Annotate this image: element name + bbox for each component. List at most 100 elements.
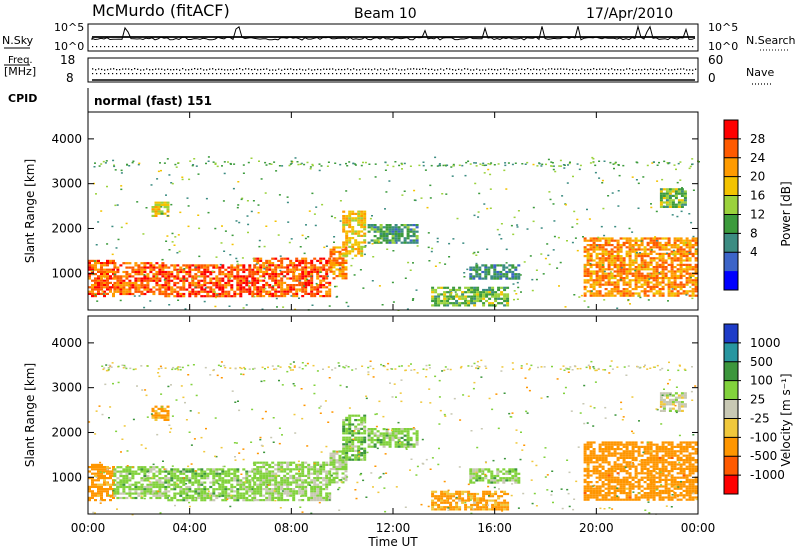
- power-colorbar-tick-label: 4: [750, 245, 758, 259]
- velocity-region-8: [469, 468, 521, 484]
- velocity-x-tick-label: 04:00: [172, 521, 207, 535]
- power-colorbar-label: Power [dB]: [779, 181, 793, 246]
- power-y-axis: 1000 2000 3000 4000: [51, 132, 698, 280]
- velocity-panel: 1000 2000 3000 4000 00:00 04:00 08:00 12:00 16:…: [23, 315, 793, 549]
- power-colorbar-tick-label: 24: [750, 151, 765, 165]
- velocity-colorbar-tick-label: -500: [750, 449, 777, 463]
- station-title: McMurdo (fitACF): [92, 1, 230, 20]
- velocity-x-tick-label: 00:00: [681, 521, 716, 535]
- velocity-region-11: [659, 392, 687, 412]
- velocity-colorbar-swatch: [724, 399, 738, 419]
- power-colorbar-swatch: [724, 252, 738, 272]
- velocity-colorbar-tick-label: 1000: [750, 336, 781, 350]
- velocity-region-7: [431, 490, 510, 511]
- power-region-10: [151, 201, 170, 217]
- cpid-value: normal (fast) 151: [94, 94, 212, 108]
- velocity-colorbar-tick-label: 100: [750, 374, 773, 388]
- power-region-6: [367, 224, 419, 244]
- velocity-region-3: [253, 461, 332, 502]
- velocity-colorbar: 1000 500 100 25 -25 -100 -500 -1000: [723, 323, 785, 495]
- velocity-colorbar-swatch: [724, 475, 738, 495]
- noise-right-tick-top: 10^5: [708, 21, 738, 34]
- power-colorbar-tick-label: 16: [750, 189, 765, 203]
- velocity-colorbar-swatch: [724, 437, 738, 457]
- power-data: [88, 156, 700, 311]
- velocity-y-label: Slant Range [km]: [23, 363, 37, 467]
- power-panel: 1000 2000 3000 4000 Slant Range [km] 28 24 20…: [23, 111, 793, 311]
- noise-panel: N.Sky 10^5 10^0 10^5 10^0 N.Search: [2, 21, 796, 53]
- power-region-7: [431, 286, 510, 307]
- velocity-x-axis: 00:00 04:00 08:00 12:00 16:00 20:00 00:00: [71, 316, 716, 535]
- power-y-tick-label: 2000: [51, 221, 82, 235]
- noise-left-tick-bottom: 10^0: [54, 40, 84, 53]
- velocity-x-tick-label: 12:00: [376, 521, 411, 535]
- power-colorbar-tick-label: 20: [750, 170, 765, 184]
- power-colorbar-swatch: [724, 120, 738, 140]
- power-colorbar-swatch: [724, 176, 738, 197]
- date-title: 17/Apr/2010: [586, 6, 673, 22]
- nave-label: Nave: [746, 66, 774, 79]
- x-axis-label: Time UT: [367, 535, 418, 549]
- velocity-far-range-echoes: [101, 364, 693, 372]
- velocity-colorbar-tick-label: 25: [750, 393, 765, 407]
- power-region-3: [253, 257, 332, 298]
- power-colorbar-swatch: [724, 157, 738, 178]
- power-colorbar-swatch: [724, 195, 738, 215]
- velocity-region-1: [113, 466, 165, 500]
- power-scatter-echoes: [90, 156, 698, 311]
- velocity-region-5: [342, 414, 367, 461]
- power-colorbar-tick-label: 28: [750, 132, 765, 146]
- velocity-region-0: [88, 463, 115, 502]
- power-colorbar-swatch: [724, 233, 738, 253]
- freq-label-line1: Freq.: [8, 55, 33, 66]
- velocity-colorbar-tick-label: -1000: [750, 468, 785, 482]
- velocity-region-6: [367, 428, 419, 448]
- noise-right-tick-bottom: 10^0: [708, 40, 738, 53]
- velocity-scatter-echoes: [88, 359, 698, 516]
- velocity-colorbar-tick-label: 500: [750, 355, 773, 369]
- power-far-range-echoes: [94, 160, 700, 168]
- freq-tick-top: 18: [60, 53, 75, 67]
- velocity-colorbar-swatch: [724, 418, 738, 438]
- noise-right-label: N.Search: [746, 34, 796, 47]
- power-y-tick-label: 4000: [51, 132, 82, 146]
- velocity-region-9: [583, 441, 698, 501]
- power-region-4: [329, 246, 348, 280]
- frequency-trace: [92, 68, 697, 75]
- velocity-y-axis: 1000 2000 3000 4000: [51, 336, 698, 484]
- power-colorbar-swatch: [724, 271, 738, 291]
- power-region-9: [583, 237, 698, 297]
- power-region-1: [113, 262, 165, 296]
- cpid-label: CPID: [8, 92, 37, 105]
- nave-tick-bottom: 0: [708, 71, 716, 85]
- velocity-colorbar-swatch: [724, 380, 738, 401]
- velocity-colorbar-swatch: [724, 342, 738, 363]
- velocity-x-tick-label: 20:00: [579, 521, 614, 535]
- power-y-label: Slant Range [km]: [23, 159, 37, 263]
- velocity-colorbar-swatch: [724, 456, 738, 476]
- beam-title: Beam 10: [354, 6, 417, 22]
- velocity-colorbar-swatch: [724, 324, 738, 344]
- power-region-2: [164, 264, 255, 298]
- velocity-x-tick-label: 16:00: [477, 521, 512, 535]
- velocity-y-tick-label: 4000: [51, 336, 82, 350]
- velocity-y-tick-label: 2000: [51, 425, 82, 439]
- power-region-11: [659, 188, 687, 208]
- power-y-tick-label: 3000: [51, 177, 82, 191]
- nave-tick-top: 60: [708, 53, 723, 67]
- velocity-y-tick-label: 3000: [51, 381, 82, 395]
- velocity-colorbar-swatch: [724, 361, 738, 382]
- frequency-panel: Freq. [MHz] 18 8 60 0 Nave: [4, 53, 774, 85]
- power-colorbar-swatch: [724, 138, 738, 159]
- power-colorbar-tick-label: 8: [750, 226, 758, 240]
- velocity-colorbar-tick-label: -100: [750, 430, 777, 444]
- velocity-region-10: [151, 405, 170, 421]
- velocity-colorbar-label: Velocity [m s⁻¹]: [779, 373, 793, 466]
- cpid-panel: CPID normal (fast) 151: [8, 88, 212, 112]
- power-x-axis: [87, 112, 699, 310]
- velocity-data: [88, 359, 698, 516]
- velocity-y-tick-label: 1000: [51, 470, 82, 484]
- velocity-region-2: [164, 468, 255, 502]
- power-region-0: [88, 259, 115, 298]
